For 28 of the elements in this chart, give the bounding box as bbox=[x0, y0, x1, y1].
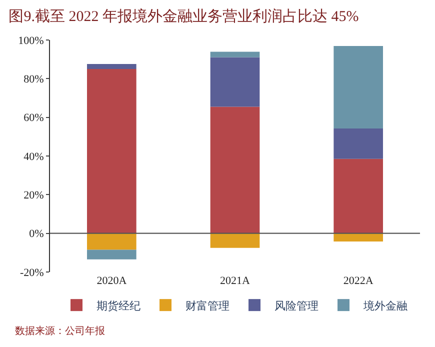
source-note: 数据来源：公司年报 bbox=[15, 325, 105, 337]
chart-title: 图9.截至 2022 年报境外金融业务营业利润占比达 45% bbox=[8, 8, 359, 25]
x-tick-label: 2022A bbox=[343, 275, 374, 287]
y-tick-label: 40% bbox=[24, 150, 44, 163]
bar bbox=[210, 106, 260, 234]
bar bbox=[210, 233, 260, 248]
bar bbox=[87, 64, 136, 69]
bar bbox=[334, 233, 383, 242]
y-tick-label: 20% bbox=[24, 190, 44, 202]
x-tick-label: 2021A bbox=[220, 275, 250, 287]
bar bbox=[210, 52, 260, 58]
x-tick-label: 2020A bbox=[96, 275, 127, 287]
bar bbox=[87, 250, 136, 260]
y-tick-label: 0% bbox=[29, 228, 44, 240]
bar bbox=[334, 158, 383, 234]
legend-label: 期货经纪 bbox=[96, 299, 140, 312]
bar bbox=[87, 69, 136, 234]
legend-label: 财富管理 bbox=[186, 299, 230, 312]
bar bbox=[334, 46, 383, 129]
y-tick-label: 100% bbox=[18, 34, 44, 47]
bar bbox=[210, 57, 260, 107]
y-tick-label: 80% bbox=[24, 74, 44, 86]
bar bbox=[87, 233, 136, 250]
y-tick-label: 60% bbox=[24, 112, 44, 124]
bar bbox=[334, 128, 383, 159]
legend-label: 境外金融 bbox=[362, 299, 408, 312]
y-tick-label: -20% bbox=[20, 266, 44, 279]
legend-label: 风险管理 bbox=[274, 299, 318, 312]
